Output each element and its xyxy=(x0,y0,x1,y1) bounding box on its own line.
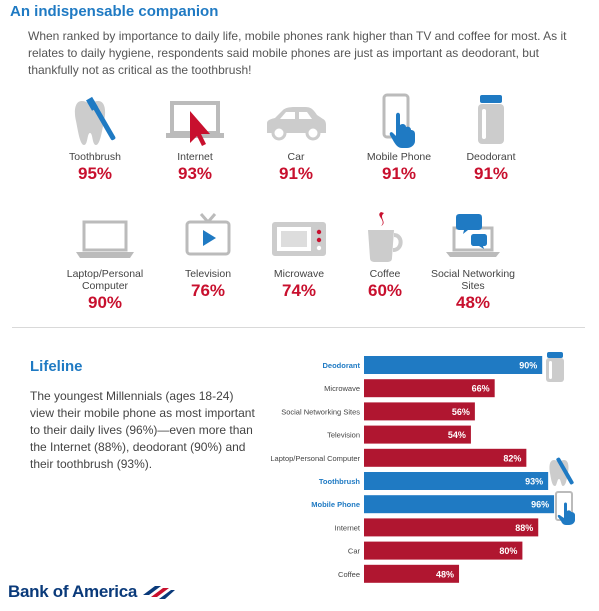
bar-category-label: Laptop/Personal Computer xyxy=(270,454,360,463)
lifeline-bar-chart: Deodorant 90% Microwave 66% Social Networkin… xyxy=(270,352,575,583)
bar-value-label: 48% xyxy=(436,569,454,579)
item-value: 93% xyxy=(177,164,213,183)
bar-category-label: Toothbrush xyxy=(319,477,361,486)
bar-value-label: 96% xyxy=(531,500,549,510)
bar-value-label: 93% xyxy=(525,477,543,487)
item-deodorant: Deodorant 91% xyxy=(436,93,546,185)
lifeline-text: The youngest Millennials (ages 18-24) vi… xyxy=(30,389,255,471)
item-label: Laptop/Personal Computer xyxy=(66,268,144,292)
bar-category-label: Social Networking Sites xyxy=(281,407,360,416)
bar-value-label: 54% xyxy=(448,430,466,440)
bar-value-label: 80% xyxy=(499,546,517,556)
deodorant-icon xyxy=(478,95,504,144)
bar-value-label: 56% xyxy=(452,407,470,417)
bar xyxy=(364,356,543,374)
bar-category-label: Deodorant xyxy=(323,361,361,370)
item-value: 91% xyxy=(278,164,314,183)
bar-value-label: 82% xyxy=(503,453,521,463)
intro-text: When ranked by importance to daily life,… xyxy=(28,29,567,77)
bar xyxy=(364,472,549,490)
bar-category-label: Internet xyxy=(335,523,361,532)
coffee-icon xyxy=(368,212,403,262)
toothbrush-icon xyxy=(74,96,116,145)
lifeline-title: Lifeline xyxy=(30,358,83,375)
item-label: Internet xyxy=(177,151,213,163)
item-value: 74% xyxy=(281,281,317,300)
bar xyxy=(364,448,527,467)
item-label: Coffee xyxy=(369,268,401,280)
bar xyxy=(364,564,460,583)
item-label: Television xyxy=(184,268,232,280)
bar-value-label: 90% xyxy=(519,361,537,371)
mobile-phone-chart-icon xyxy=(555,491,575,525)
bar xyxy=(364,379,495,398)
item-toothbrush: Toothbrush 95% xyxy=(40,93,150,185)
bar xyxy=(364,518,539,537)
item-car: Car 91% xyxy=(241,93,351,185)
item-coffee: Coffee 60% xyxy=(330,210,440,302)
item-microwave: Microwave 74% xyxy=(244,210,354,302)
item-value: 60% xyxy=(367,281,403,300)
item-label: Deodorant xyxy=(466,151,516,163)
item-value: 76% xyxy=(190,281,226,300)
microwave-icon xyxy=(272,222,326,256)
item-value: 95% xyxy=(77,164,113,183)
logo-text: Bank of America xyxy=(8,582,138,601)
bar-value-label: 66% xyxy=(472,384,490,394)
bar-category-label: Television xyxy=(327,431,360,440)
item-laptop: Laptop/Personal Computer 90% xyxy=(50,210,160,314)
toothbrush-chart-icon xyxy=(549,457,574,486)
bar-category-label: Mobile Phone xyxy=(311,500,360,509)
page-title: An indispensable companion xyxy=(10,3,219,20)
section-divider xyxy=(12,327,585,328)
car-icon xyxy=(267,107,326,141)
bank-of-america-logo: Bank of America xyxy=(8,582,176,602)
item-social-networking: Social Networking Sites 48% xyxy=(418,210,528,314)
bar-value-label: 88% xyxy=(515,523,533,533)
bar-chart-marks: Deodorant 90% Microwave 66% Social Networkin… xyxy=(270,356,555,583)
mobile-phone-icon xyxy=(382,93,415,148)
bar xyxy=(364,495,555,514)
item-value: 91% xyxy=(381,164,417,183)
item-label: Social Networking Sites xyxy=(430,268,516,292)
item-label: Microwave xyxy=(273,268,325,280)
item-value: 91% xyxy=(473,164,509,183)
item-label: Car xyxy=(287,151,305,163)
item-label: Toothbrush xyxy=(69,151,121,163)
bar xyxy=(364,541,523,560)
item-value: 90% xyxy=(87,293,123,312)
television-icon xyxy=(185,213,231,256)
bar-category-label: Car xyxy=(348,547,361,556)
item-internet: Internet 93% xyxy=(140,93,250,185)
item-value: 48% xyxy=(455,293,491,312)
bar xyxy=(364,425,471,444)
item-mobile-phone: Mobile Phone 91% xyxy=(344,93,454,185)
bar-category-label: Microwave xyxy=(324,384,360,393)
item-television: Television 76% xyxy=(153,210,263,302)
laptop-icon xyxy=(76,220,134,258)
deodorant-chart-icon xyxy=(546,352,564,382)
internet-cursor-icon xyxy=(166,101,224,146)
social-networking-icon xyxy=(446,214,500,257)
bar xyxy=(364,402,475,421)
flag-logo-icon xyxy=(143,586,176,599)
bar-category-label: Coffee xyxy=(338,570,360,579)
item-label: Mobile Phone xyxy=(366,151,432,163)
